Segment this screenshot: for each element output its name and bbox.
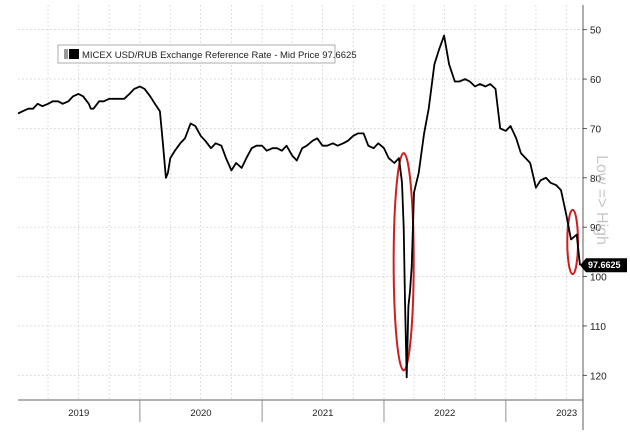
legend-box (57, 44, 336, 64)
y-tick-label: 60 (590, 75, 602, 86)
y-tick-label: 120 (590, 371, 607, 382)
last-value-label: 97.6625 (588, 260, 621, 270)
legend-label: MICEX USD/RUB Exchange Reference Rate - … (82, 50, 357, 61)
x-tick-label: 2019 (68, 408, 89, 419)
y-tick-label: 100 (590, 273, 607, 284)
series-layer (17, 34, 581, 379)
x-tick-label: 2021 (312, 408, 333, 419)
gridlines (18, 5, 583, 400)
last-value-tag: 97.6625 (580, 258, 627, 273)
y-tick-label: 50 (590, 26, 602, 37)
y-tick-label: 70 (590, 124, 602, 135)
x-tick-label: 2023 (556, 408, 577, 419)
y-tick-label: 80 (590, 174, 602, 185)
y-tick-label: 110 (590, 322, 606, 333)
right-axis-annotation: Low => High (593, 155, 610, 245)
x-tick-label: 2022 (434, 408, 455, 419)
highlight-ellipse (392, 152, 415, 372)
legend-swatch (69, 49, 79, 59)
series-line (17, 34, 581, 379)
y-tick-label: 90 (590, 223, 602, 234)
legend: MICEX USD/RUB Exchange Reference Rate - … (57, 44, 357, 64)
legend-marker-shade (64, 49, 68, 59)
last-value-tag-shape (580, 258, 627, 273)
x-tick-label: 2020 (190, 408, 211, 419)
axes: 50 60 70 80 90 100 110 120 2019 2020 2021 2022 2023 (18, 5, 607, 430)
